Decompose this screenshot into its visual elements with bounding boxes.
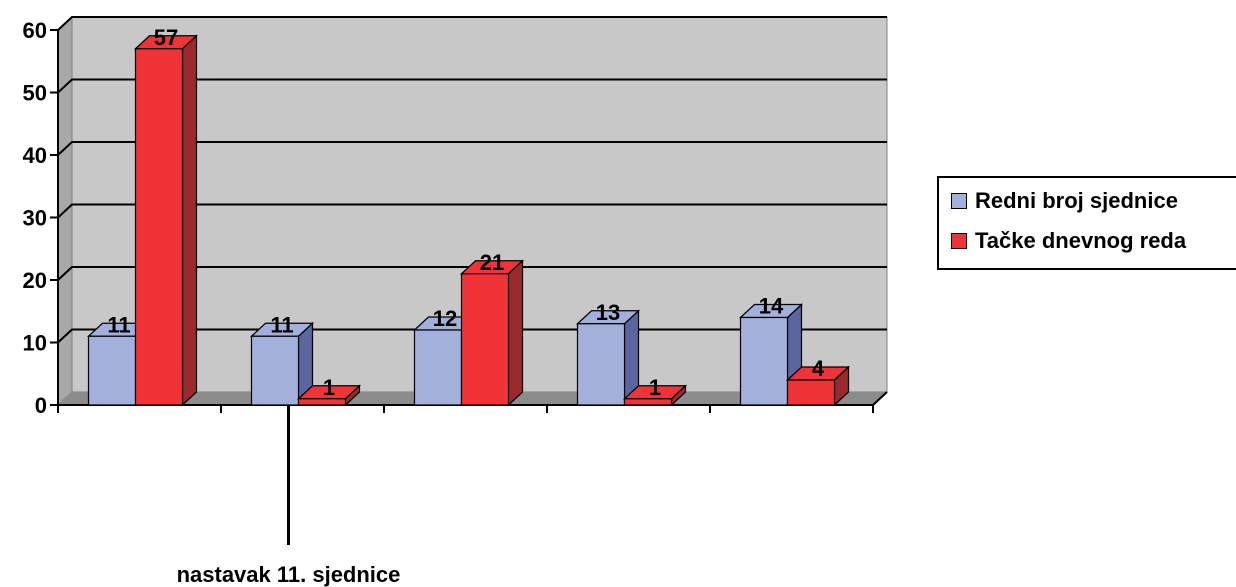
data-label: 57: [154, 25, 178, 50]
data-label: 11: [107, 312, 130, 337]
gridline: [57, 78, 887, 94]
bar-1-4: [575, 309, 641, 407]
data-label: 13: [596, 300, 620, 325]
y-tick-label: 50: [23, 81, 47, 106]
gridline: [57, 141, 887, 156]
y-tick-label: 20: [23, 268, 47, 293]
data-label: 12: [433, 306, 457, 331]
y-tick-label: 0: [35, 393, 47, 418]
data-label: 14: [759, 294, 784, 319]
gridline: [57, 16, 887, 31]
bars: [86, 34, 851, 407]
data-label: 11: [270, 312, 293, 337]
bar-2-4: [622, 384, 688, 407]
bar-2-2: [296, 384, 362, 407]
gridlines: [57, 16, 887, 344]
annotation: nastavak 11. sjednice: [177, 405, 401, 587]
y-tick-label: 30: [23, 206, 47, 231]
y-tick-label: 40: [23, 143, 47, 168]
legend-item-series-1: Redni broj sjednice: [951, 188, 1178, 214]
x-axis-end: [872, 391, 888, 406]
data-label: 4: [812, 356, 825, 381]
bar-2-1: [133, 34, 199, 407]
bar-2-5: [785, 365, 851, 407]
legend-swatch: [951, 193, 967, 209]
gridline: [57, 266, 887, 281]
legend-swatch: [951, 233, 967, 249]
legend: Redni broj sjednice Tačke dnevnog reda: [937, 176, 1236, 270]
data-label: 21: [480, 250, 504, 275]
y-tick-label: 60: [23, 18, 47, 43]
legend-label: Redni broj sjednice: [975, 188, 1178, 213]
legend-label: Tačke dnevnog reda: [975, 228, 1187, 253]
annotation-text: nastavak 11. sjednice: [177, 562, 401, 587]
bar-2-3: [459, 259, 525, 407]
bar-1-2: [249, 321, 315, 407]
gridline: [57, 203, 887, 219]
data-label: 1: [323, 375, 335, 400]
y-tick-label: 10: [23, 331, 47, 356]
data-label: 1: [649, 375, 661, 400]
legend-item-series-2: Tačke dnevnog reda: [951, 228, 1186, 254]
